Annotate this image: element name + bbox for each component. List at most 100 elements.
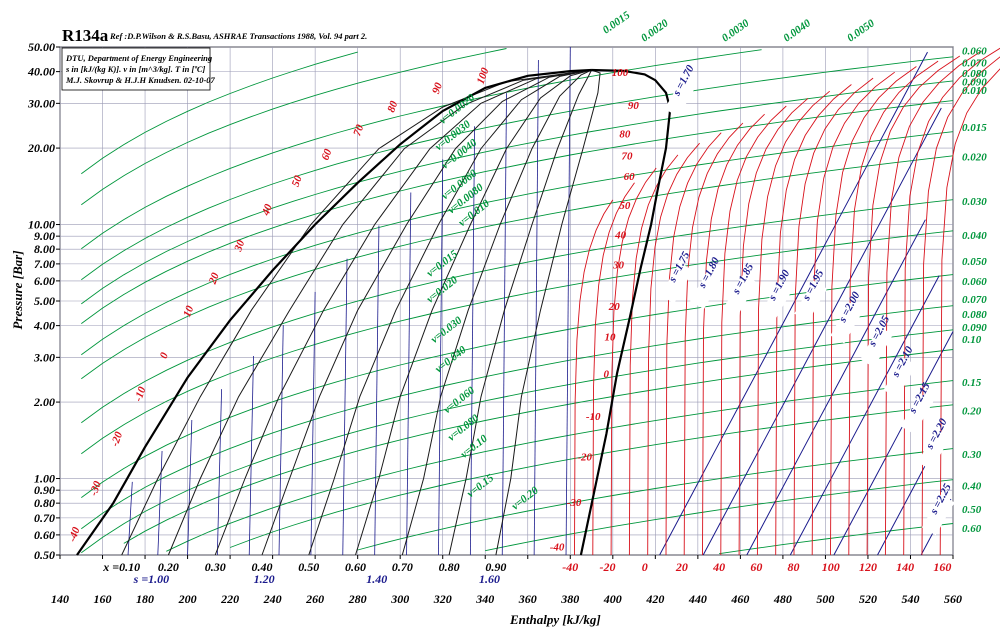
- temperature-label-vapor: 70: [621, 151, 633, 163]
- x-tick-label: 380: [560, 592, 579, 606]
- entropy-label-bg: [664, 75, 698, 117]
- volume-label-right: 0.080: [962, 68, 987, 80]
- isotherm-line: [647, 142, 700, 556]
- isochore-line: [81, 131, 954, 356]
- entropy-label-bg: [830, 302, 864, 344]
- volume-label-right: 0.090: [962, 77, 987, 89]
- isentrope-line: [248, 355, 254, 556]
- isochore-line: [81, 56, 954, 281]
- isochore-line: [81, 48, 507, 206]
- quality-line: [261, 69, 592, 556]
- x-tick-label: 560: [944, 592, 962, 606]
- isotherm-line: [848, 60, 939, 556]
- isotherm-line: [720, 105, 787, 556]
- x-tick-label: 260: [305, 592, 324, 606]
- entropy-label-bottom: 1.20: [254, 572, 275, 586]
- volume-label-right: 0.060: [962, 276, 987, 288]
- saturated-vapor-line: [579, 68, 672, 556]
- y-axis-label: Pressure [Bar]: [10, 250, 25, 329]
- quality-line: [167, 69, 592, 556]
- isotherm-line: [811, 71, 895, 556]
- isentrope-line: [157, 450, 163, 556]
- isotherm-line: [756, 90, 830, 556]
- isotherm-line: [866, 55, 961, 556]
- temperature-label-liquid: -30: [88, 479, 104, 497]
- temperature-label-vapor: 80: [619, 129, 631, 141]
- temperature-label-vapor: -20: [577, 451, 592, 463]
- volume-label-right: 0.060: [962, 45, 987, 57]
- isentrope-line: [438, 159, 444, 556]
- y-tick-label: 20.00: [27, 141, 55, 155]
- volume-label-right: 0.080: [962, 309, 987, 321]
- chart-reference: Ref :D.P.Wilson & R.S.Basu, ASHRAE Trans…: [109, 31, 367, 41]
- isotherm-line: [903, 47, 1000, 556]
- temperature-label-bottom: 0: [642, 560, 648, 574]
- volume-label-right: 0.020: [962, 152, 987, 164]
- quality-line: [448, 69, 592, 556]
- volume-label-right: 0.20: [962, 406, 982, 418]
- y-tick-label: 0.80: [34, 496, 55, 510]
- volume-label-top: 0.0040: [781, 17, 813, 44]
- quality-line: [308, 69, 592, 556]
- temperature-label-bottom: 40: [712, 560, 725, 574]
- temperature-label-liquid: -20: [109, 430, 125, 448]
- y-tick-label: 30.00: [27, 96, 55, 110]
- y-tick-label: 0.50: [34, 548, 55, 562]
- entropy-label-bg: [794, 280, 828, 322]
- temperature-label-liquid: 70: [351, 123, 366, 138]
- isotherm-line: [665, 132, 722, 556]
- y-tick-label: 2.00: [33, 395, 55, 409]
- isochore-line: [357, 448, 954, 551]
- temperature-label-liquid: -40: [66, 525, 82, 543]
- quality-label: 0.40: [251, 560, 272, 574]
- temperature-label-bottom: -20: [599, 560, 615, 574]
- isentrope-line: [659, 51, 928, 556]
- isochore-line: [485, 479, 954, 552]
- volume-label-right: 0.40: [962, 480, 982, 492]
- isentrope-line: [501, 93, 507, 556]
- isochore-line: [719, 523, 954, 555]
- isentrope-line: [833, 331, 954, 556]
- x-tick-label: 220: [220, 592, 239, 606]
- volume-label-top: 0.0015: [601, 9, 633, 36]
- isentrope-line: [310, 291, 316, 556]
- x-tick-label: 500: [816, 592, 834, 606]
- y-tick-label: 6.00: [34, 274, 55, 288]
- temperature-label-liquid: 50: [290, 174, 305, 189]
- quality-label: 0.80: [439, 560, 460, 574]
- x-tick-label: 280: [348, 592, 367, 606]
- isentrope-line: [187, 420, 193, 556]
- isotherm-line: [793, 77, 874, 556]
- volume-label-top: 0.0050: [845, 17, 877, 44]
- saturation-dome: [76, 68, 672, 556]
- temperature-label-vapor: 30: [612, 260, 625, 272]
- isochore-line: [81, 100, 954, 324]
- x-tick-label: 180: [136, 592, 154, 606]
- entropy-label-bg: [921, 494, 955, 536]
- entropy-label-bg: [883, 357, 917, 399]
- entropy-label-bottom: 1.40: [366, 572, 387, 586]
- isochore-line: [166, 380, 954, 552]
- quality-label: 0.90: [485, 560, 506, 574]
- info-box-line-2: s in [kJ/(kg K)]. v in [m^3/kg]. T in [º…: [65, 64, 206, 74]
- volume-label-right: 0.010: [962, 85, 987, 97]
- entropy-label-bg: [760, 280, 794, 322]
- isochore-line: [123, 349, 954, 544]
- x-tick-label: 320: [433, 592, 452, 606]
- x-tick-label: 340: [475, 592, 494, 606]
- isentrope-line: [216, 389, 222, 556]
- temperature-label-bottom: 120: [859, 560, 877, 574]
- isentrope-line: [789, 275, 940, 556]
- quality-label: 0.20: [158, 560, 179, 574]
- x-tick-label: 200: [178, 592, 197, 606]
- temperature-label-vapor: 60: [624, 171, 636, 183]
- y-tick-label: 8.00: [34, 242, 55, 256]
- entropy-label-bg: [690, 268, 723, 310]
- volume-label-right: 0.015: [962, 122, 987, 134]
- volume-label-top: 0.0020: [639, 17, 671, 44]
- isochore-line: [81, 305, 954, 530]
- temperature-label-bottom: -40: [562, 560, 578, 574]
- quality-label: x =0.10: [102, 560, 140, 574]
- isochore-line: [81, 51, 358, 175]
- quality-line: [495, 69, 601, 556]
